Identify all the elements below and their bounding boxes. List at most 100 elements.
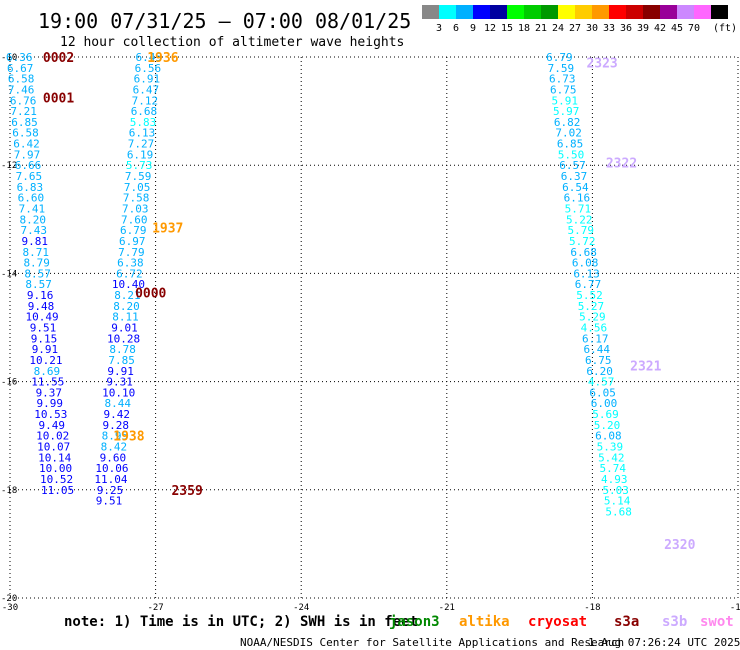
wave-height-label: 6.67	[7, 62, 34, 75]
colorbar-label: 30	[586, 23, 598, 34]
wave-height-label: 5.91	[551, 94, 578, 107]
colorbar-label: 18	[518, 23, 530, 34]
colorbar-swatch	[558, 5, 575, 19]
wave-height-label: 9.48	[28, 300, 55, 313]
wave-height-label: 6.66	[15, 159, 42, 172]
legend-entry-swot: swot	[700, 614, 734, 630]
wave-height-label: 5.69	[592, 408, 619, 421]
colorbar-swatch	[575, 5, 592, 19]
wave-height-label: 6.44	[584, 343, 611, 356]
y-tick-label: -12	[1, 161, 17, 171]
wave-height-label: 6.08	[595, 430, 622, 443]
wave-height-label: 9.91	[107, 365, 134, 378]
pass-time-label: 2322	[606, 156, 637, 171]
wave-height-label: 10.40	[112, 278, 145, 291]
colorbar-swatch	[456, 5, 473, 19]
wave-height-label: 9.91	[32, 343, 59, 356]
y-tick-label: -20	[1, 594, 17, 604]
pass-time-labels: 0002 0001 1936 2323 2322 1937 0000 2321 1938 2359…	[43, 51, 696, 553]
pass-time-label: 1937	[152, 221, 183, 236]
wave-height-label: 5.72	[569, 235, 596, 248]
y-tick-label: -14	[1, 269, 17, 279]
wave-height-label: 8.69	[34, 365, 61, 378]
wave-height-label: 7.85	[108, 354, 135, 367]
wave-height-label: 5.20	[594, 419, 621, 432]
colorbar-swatch	[473, 5, 490, 19]
colorbar-label: 12	[484, 23, 496, 34]
wave-height-label: 8.42	[101, 441, 128, 454]
wave-height-label: 7.79	[118, 246, 145, 259]
wave-height-label: 10.00	[39, 462, 72, 475]
wave-height-label: 6.57	[559, 159, 586, 172]
wave-height-label: 9.37	[36, 386, 63, 399]
wave-height-label: 4.93	[601, 473, 628, 486]
credit-text: NOAA/NESDIS Center for Satellite Applica…	[240, 636, 624, 649]
colorbar-swatch	[592, 5, 609, 19]
wave-height-label: 6.58	[12, 127, 39, 140]
pass-time-label: 0001	[43, 92, 74, 107]
wave-height-label: 6.36	[6, 51, 33, 64]
pass-time-label: 2321	[630, 359, 661, 374]
legend-entry-s3a: s3a	[614, 614, 639, 630]
wave-height-label: 6.73	[549, 73, 576, 86]
wave-height-label: 9.51	[30, 322, 57, 335]
legend-entry-cryosat: cryosat	[528, 614, 587, 630]
colorbar-swatch	[524, 5, 541, 19]
wave-height-label: 5.14	[604, 495, 631, 508]
wave-height-label: 7.03	[122, 202, 149, 215]
colorbar-swatch	[694, 5, 711, 19]
wave-height-label: 7.12	[132, 94, 159, 107]
pass-time-label: 1938	[113, 430, 144, 445]
wave-height-label: 6.72	[116, 267, 143, 280]
wave-height-label: 6.56	[135, 62, 162, 75]
wave-height-label: 10.07	[37, 441, 70, 454]
wave-height-label: 6.19	[127, 148, 154, 161]
wave-height-label: 7.46	[8, 83, 35, 96]
wave-height-label: 7.60	[121, 213, 148, 226]
pass-time-label: 2323	[586, 56, 617, 71]
wave-height-label: 6.85	[11, 116, 38, 129]
wave-height-label: 6.68	[570, 246, 597, 259]
wave-height-label: 8.71	[22, 246, 49, 259]
chart-title: 19:00 07/31/25 — 07:00 08/01/25	[38, 9, 411, 33]
wave-height-label: 8.44	[104, 397, 131, 410]
wave-height-label: 4.56	[581, 322, 608, 335]
wave-height-label: 6.68	[131, 105, 158, 118]
wave-height-label: 5.68	[605, 505, 632, 518]
wave-height-label: 9.51	[96, 495, 123, 508]
wave-height-label: 7.65	[16, 170, 43, 183]
wave-height-label: 6.83	[17, 181, 44, 194]
legend-entry-jason3: jason3	[389, 614, 440, 630]
colorbar-label: 6	[453, 23, 459, 34]
wave-height-label: 6.97	[119, 235, 146, 248]
colorbar-swatch	[490, 5, 507, 19]
wave-height-label: 6.47	[133, 83, 160, 96]
wave-height-label: 7.02	[555, 127, 582, 140]
grid-lines	[9, 56, 739, 599]
wave-height-label: 6.76	[10, 94, 37, 107]
wave-height-label: 7.27	[128, 138, 155, 151]
satellite-legend: jason3 altika cryosat s3a s3b swot	[389, 614, 734, 630]
wave-height-label: 5.79	[568, 224, 595, 237]
x-tick-label: -24	[293, 603, 309, 613]
wave-height-label: 6.82	[554, 116, 581, 129]
note-text: note: 1) Time is in UTC; 2) SWH is in fe…	[64, 614, 418, 630]
colorbar-label: 42	[654, 23, 666, 34]
colorbar-label: 15	[501, 23, 513, 34]
colorbar-label: 33	[603, 23, 615, 34]
wave-height-label: 9.60	[100, 451, 127, 464]
wave-height-label: 6.75	[550, 83, 577, 96]
wave-height-label: 7.59	[125, 170, 152, 183]
wave-height-label: 5.71	[565, 202, 592, 215]
colorbar-swatch	[643, 5, 660, 19]
colorbar-label: 39	[637, 23, 649, 34]
wave-height-label: 8.79	[23, 257, 50, 270]
wave-height-label: 9.16	[27, 289, 54, 302]
wave-height-label: 6.38	[117, 257, 144, 270]
legend-entry-altika: altika	[459, 614, 510, 630]
pass-time-label: 1936	[147, 51, 178, 66]
colorbar-label: 45	[671, 23, 683, 34]
wave-height-label: 5.97	[553, 105, 580, 118]
colorbar-swatch	[677, 5, 694, 19]
